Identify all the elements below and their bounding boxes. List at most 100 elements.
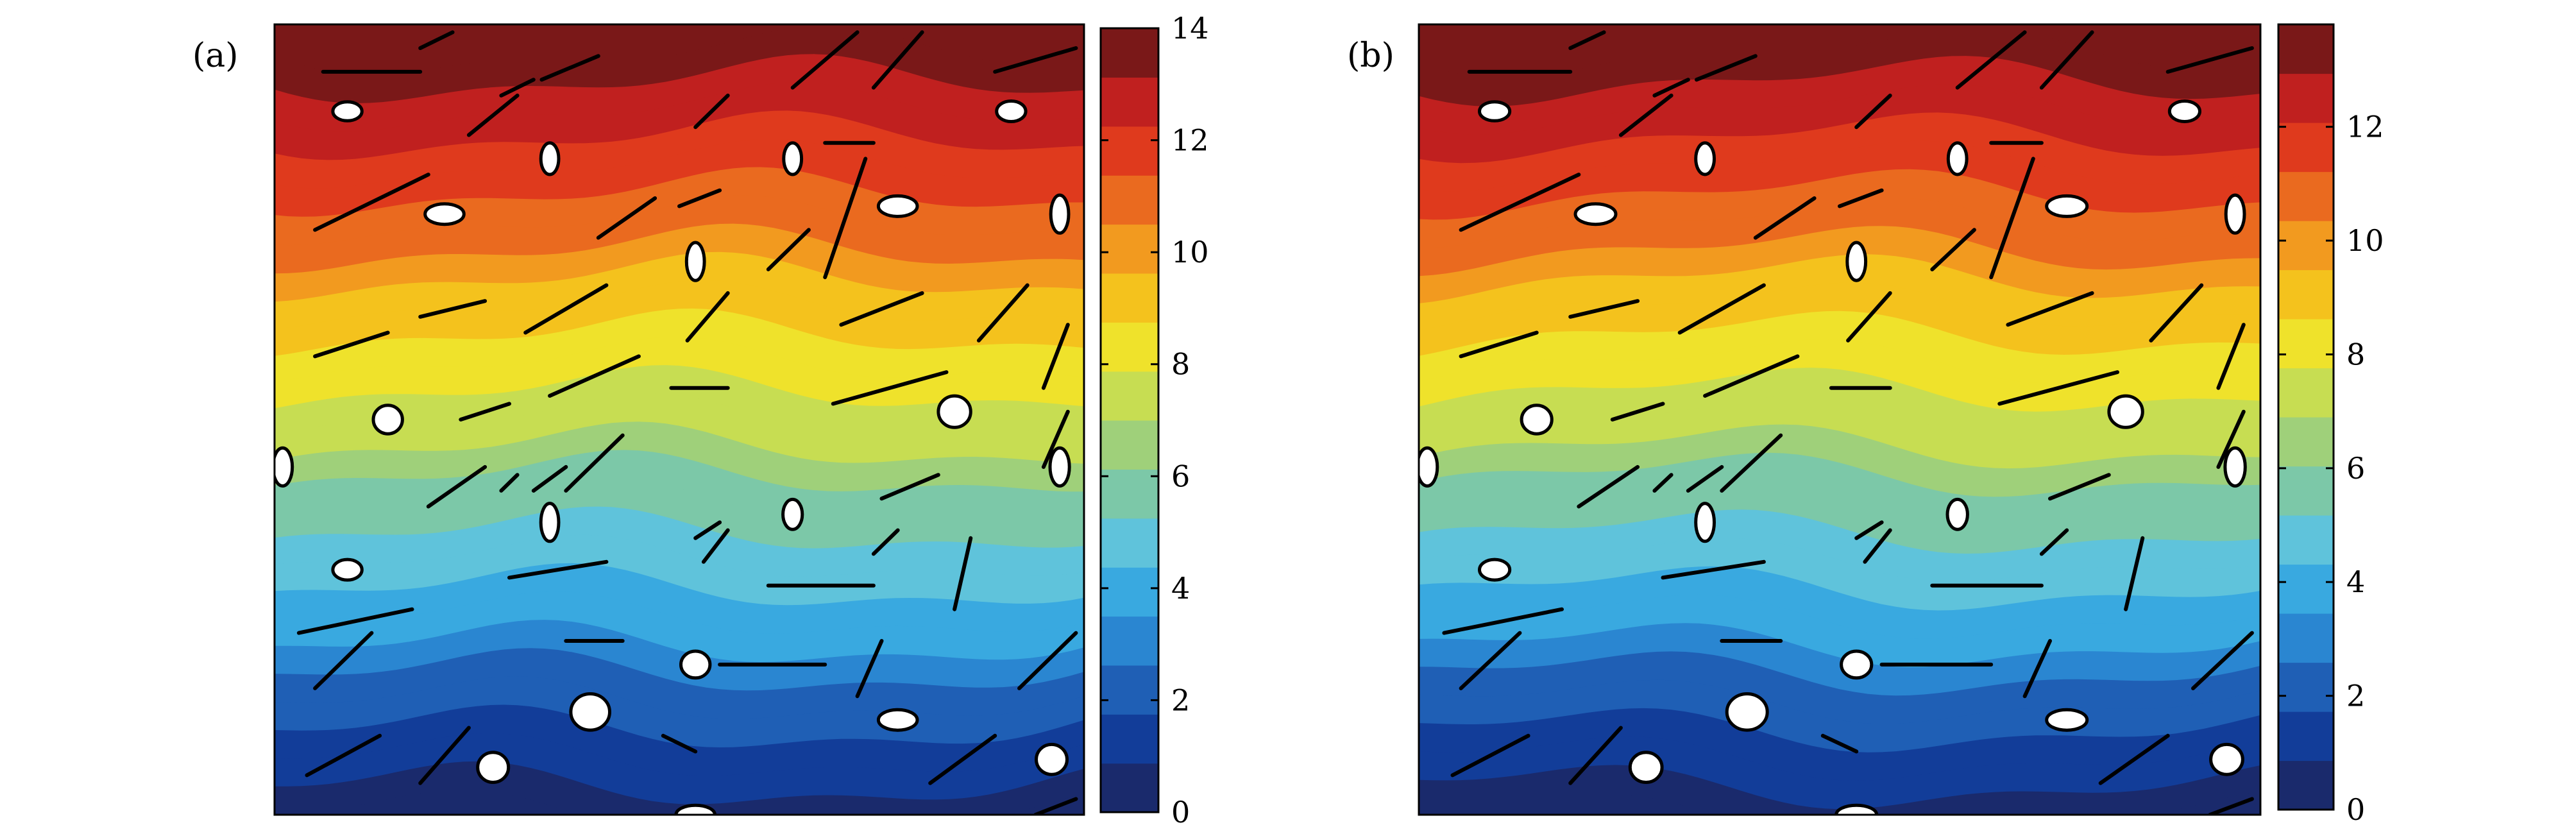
crack-line — [1033, 797, 1078, 815]
inclusion-ellipse — [782, 141, 804, 176]
inclusion-ellipse — [936, 394, 972, 429]
inclusion-ellipse — [1035, 742, 1069, 776]
colorbar-frame — [2277, 23, 2335, 811]
crack-line — [1703, 354, 1800, 398]
crack-line — [1610, 402, 1665, 421]
crack-line — [1459, 330, 1539, 359]
crack-line — [677, 188, 722, 208]
crack-line — [1854, 520, 1884, 540]
crack-line — [2048, 473, 2111, 501]
inclusion-ellipse — [995, 99, 1028, 123]
panel-b-contour-field — [1419, 24, 2260, 815]
crack-line — [2039, 30, 2094, 90]
crack-line — [596, 196, 657, 240]
crack-line — [2216, 409, 2246, 469]
crack-line — [839, 291, 924, 327]
inclusion-ellipse — [1725, 692, 1769, 732]
colorbar-frame — [1099, 27, 1160, 813]
crack-line — [831, 370, 949, 406]
colorbar-segment — [2278, 662, 2334, 712]
crack-line — [313, 330, 390, 359]
panel-b-colorbar: 0 2 4 6 8 10 12 — [2277, 23, 2384, 827]
colorbar-segment — [1101, 77, 1158, 127]
crack-line — [1846, 291, 1892, 343]
colorbar-segment — [1101, 28, 1158, 78]
crack-line — [1686, 464, 1724, 493]
inclusion-ellipse — [781, 497, 804, 531]
colorbar-segment — [2278, 368, 2334, 418]
crack-line — [1442, 607, 1564, 635]
colorbar-segment — [1101, 224, 1158, 274]
inclusion-ellipse — [1048, 446, 1071, 488]
crack-line — [2022, 639, 2052, 699]
crack-line — [1459, 631, 1522, 690]
crack-line — [1041, 323, 1070, 390]
colorbar-segment — [1101, 469, 1158, 519]
colorbar-segment — [1101, 616, 1158, 666]
panel-b: (b) 0 2 4 6 8 10 12 — [1347, 23, 2384, 827]
colorbar-segment — [2278, 760, 2334, 810]
colorbar-segment — [2278, 319, 2334, 369]
crack-line — [2149, 283, 2204, 343]
colorbar-segment — [2278, 564, 2334, 614]
inclusion-ellipse — [539, 502, 561, 543]
inclusion-ellipse — [679, 649, 712, 680]
crack-line — [1618, 93, 1674, 137]
colorbar-segment — [1101, 273, 1158, 323]
inclusion-ellipse — [1845, 241, 1868, 282]
crack-line — [693, 520, 722, 540]
crack-line — [418, 299, 487, 319]
inclusion-ellipse — [1478, 100, 1512, 123]
crack-line — [2191, 631, 2254, 690]
colorbar-tick-label: 10 — [2346, 223, 2384, 258]
crack-line — [1930, 228, 1976, 271]
colorbar-segment — [1101, 371, 1158, 421]
colorbar-tick-label: 8 — [1171, 347, 1190, 382]
crack-line — [1854, 93, 1892, 130]
crack-line — [1720, 433, 1783, 493]
crack-line — [305, 733, 382, 778]
crack-line — [499, 78, 536, 98]
crack-line — [976, 283, 1030, 343]
colorbar-tick-label: 0 — [1171, 795, 1190, 830]
crack-line — [1838, 188, 1884, 208]
crack-line — [418, 30, 455, 50]
crack-line — [2124, 536, 2145, 611]
colorbar-segment — [2278, 269, 2334, 319]
panel-a-inclusions — [275, 99, 1071, 815]
colorbar-segment — [1101, 665, 1158, 715]
crack-line — [1450, 733, 1530, 778]
crack-line — [1863, 528, 1892, 564]
crack-line — [693, 93, 730, 130]
colorbar-tick-label: 4 — [1171, 571, 1190, 606]
inclusion-ellipse — [1694, 502, 1716, 543]
crack-line — [879, 473, 940, 501]
contour-band — [275, 790, 1084, 815]
crack-line — [1652, 473, 1674, 493]
colorbar-segment — [1101, 420, 1158, 470]
colorbar-tick-label: 4 — [2346, 565, 2365, 599]
crack-line — [531, 464, 568, 493]
inclusion-ellipse — [2224, 193, 2246, 235]
contour-band — [1419, 791, 2260, 815]
inclusion-ellipse — [275, 446, 294, 488]
colorbar-segment — [2278, 466, 2334, 516]
inclusion-ellipse — [2167, 99, 2201, 123]
colorbar-segment — [2278, 24, 2334, 74]
panel-a-frame — [273, 23, 1085, 816]
crack-line — [418, 726, 471, 785]
inclusion-ellipse — [1628, 751, 1664, 784]
crack-line — [426, 464, 487, 509]
colorbar-segment — [1101, 714, 1158, 764]
crack-line — [1820, 733, 1859, 754]
colorbar-tick-label: 8 — [2346, 337, 2365, 371]
colorbar-tick-label: 6 — [2346, 451, 2365, 486]
crack-line — [313, 631, 374, 690]
colorbar-segment — [1101, 567, 1158, 617]
crack-line — [685, 291, 730, 343]
crack-line — [499, 473, 520, 493]
panel-a-colorbar: 0 2 4 6 8 10 12 14 — [1099, 11, 1209, 830]
inclusion-ellipse — [1049, 193, 1071, 235]
inclusion-ellipse — [1520, 404, 1554, 436]
crack-line — [548, 354, 641, 398]
